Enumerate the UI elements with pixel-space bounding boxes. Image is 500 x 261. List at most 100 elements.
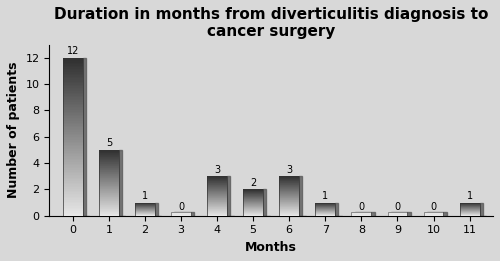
Bar <box>63 64 82 66</box>
Bar <box>63 134 82 135</box>
Bar <box>227 176 230 217</box>
Bar <box>207 201 227 202</box>
Bar <box>99 201 119 202</box>
Bar <box>280 202 299 203</box>
Bar <box>63 108 82 110</box>
Bar <box>63 97 82 99</box>
Bar <box>99 180 119 181</box>
Bar <box>282 216 306 217</box>
Bar <box>99 176 119 177</box>
Bar <box>63 146 82 148</box>
Bar <box>63 91 82 93</box>
Bar <box>99 163 119 164</box>
Bar <box>99 170 119 171</box>
Bar <box>63 191 82 192</box>
Bar <box>99 157 119 158</box>
Bar <box>66 216 89 217</box>
Bar <box>280 179 299 180</box>
Bar <box>99 200 119 201</box>
Bar <box>243 204 263 205</box>
Bar <box>99 159 119 160</box>
Bar <box>63 110 82 111</box>
Bar <box>207 198 227 199</box>
Bar <box>63 192 82 194</box>
Bar <box>207 204 227 205</box>
Bar <box>99 174 119 175</box>
Bar <box>99 184 119 185</box>
Bar <box>63 168 82 170</box>
Bar <box>243 203 263 204</box>
Bar <box>171 212 191 216</box>
Bar <box>280 210 299 211</box>
Bar <box>63 61 82 63</box>
Bar <box>99 194 119 195</box>
Bar <box>243 189 263 190</box>
Bar <box>135 203 155 216</box>
Bar <box>280 189 299 190</box>
Bar <box>318 216 342 217</box>
Bar <box>63 107 82 108</box>
Bar <box>99 214 119 215</box>
Title: Duration in months from diverticulitis diagnosis to
cancer surgery: Duration in months from diverticulitis d… <box>54 7 488 39</box>
Bar <box>63 181 82 183</box>
Bar <box>280 197 299 198</box>
Bar <box>63 153 82 154</box>
Bar <box>243 201 263 202</box>
Bar <box>99 190 119 191</box>
Bar <box>99 150 119 216</box>
Bar <box>280 199 299 200</box>
Bar <box>63 105 82 107</box>
Bar <box>243 193 263 194</box>
Bar <box>99 183 119 184</box>
Bar <box>207 209 227 210</box>
Bar <box>207 203 227 204</box>
Bar <box>427 212 446 217</box>
Bar <box>63 148 82 150</box>
Bar <box>99 191 119 192</box>
Bar <box>63 138 82 140</box>
Bar <box>99 185 119 186</box>
Bar <box>63 124 82 126</box>
Bar <box>63 70 82 72</box>
Bar <box>207 177 227 178</box>
Bar <box>207 197 227 198</box>
Bar <box>99 203 119 204</box>
Bar <box>207 186 227 187</box>
Bar <box>207 182 227 183</box>
Bar <box>63 96 82 97</box>
Bar <box>99 153 119 154</box>
Text: 2: 2 <box>250 178 256 188</box>
Bar <box>63 93 82 94</box>
Bar <box>99 209 119 210</box>
Bar <box>99 212 119 213</box>
Bar <box>99 215 119 216</box>
Bar <box>63 205 82 206</box>
Bar <box>460 203 479 216</box>
Bar <box>174 212 194 217</box>
Bar <box>63 94 82 96</box>
Bar <box>388 212 407 216</box>
Bar <box>99 205 119 206</box>
Bar <box>63 80 82 81</box>
Bar <box>207 200 227 201</box>
Bar <box>63 104 82 105</box>
Bar <box>424 212 444 216</box>
Bar <box>63 210 82 211</box>
Bar <box>99 204 119 205</box>
Bar <box>99 152 119 153</box>
Bar <box>280 215 299 216</box>
Bar <box>243 205 263 206</box>
Bar <box>263 189 266 217</box>
Bar <box>280 187 299 188</box>
Bar <box>280 181 299 182</box>
Bar <box>243 195 263 196</box>
Bar <box>63 167 82 168</box>
Bar <box>63 203 82 205</box>
Bar <box>99 168 119 169</box>
Bar <box>99 182 119 183</box>
Bar <box>99 165 119 166</box>
Bar <box>207 178 227 179</box>
Bar <box>99 169 119 170</box>
Bar <box>280 200 299 201</box>
Bar <box>280 205 299 206</box>
